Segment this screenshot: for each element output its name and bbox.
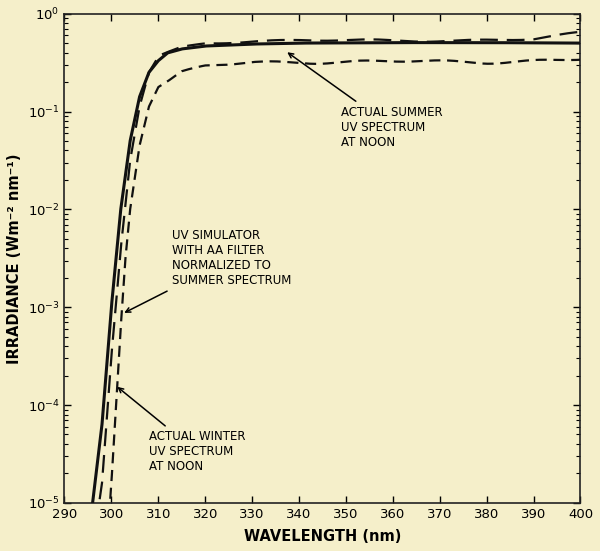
Text: UV SIMULATOR
WITH AA FILTER
NORMALIZED TO
SUMMER SPECTRUM: UV SIMULATOR WITH AA FILTER NORMALIZED T… [125, 229, 292, 312]
Text: ACTUAL WINTER
UV SPECTRUM
AT NOON: ACTUAL WINTER UV SPECTRUM AT NOON [119, 388, 245, 473]
Y-axis label: IRRADIANCE (Wm⁻² nm⁻¹): IRRADIANCE (Wm⁻² nm⁻¹) [7, 153, 22, 364]
Text: ACTUAL SUMMER
UV SPECTRUM
AT NOON: ACTUAL SUMMER UV SPECTRUM AT NOON [289, 53, 443, 149]
X-axis label: WAVELENGTH (nm): WAVELENGTH (nm) [244, 529, 401, 544]
